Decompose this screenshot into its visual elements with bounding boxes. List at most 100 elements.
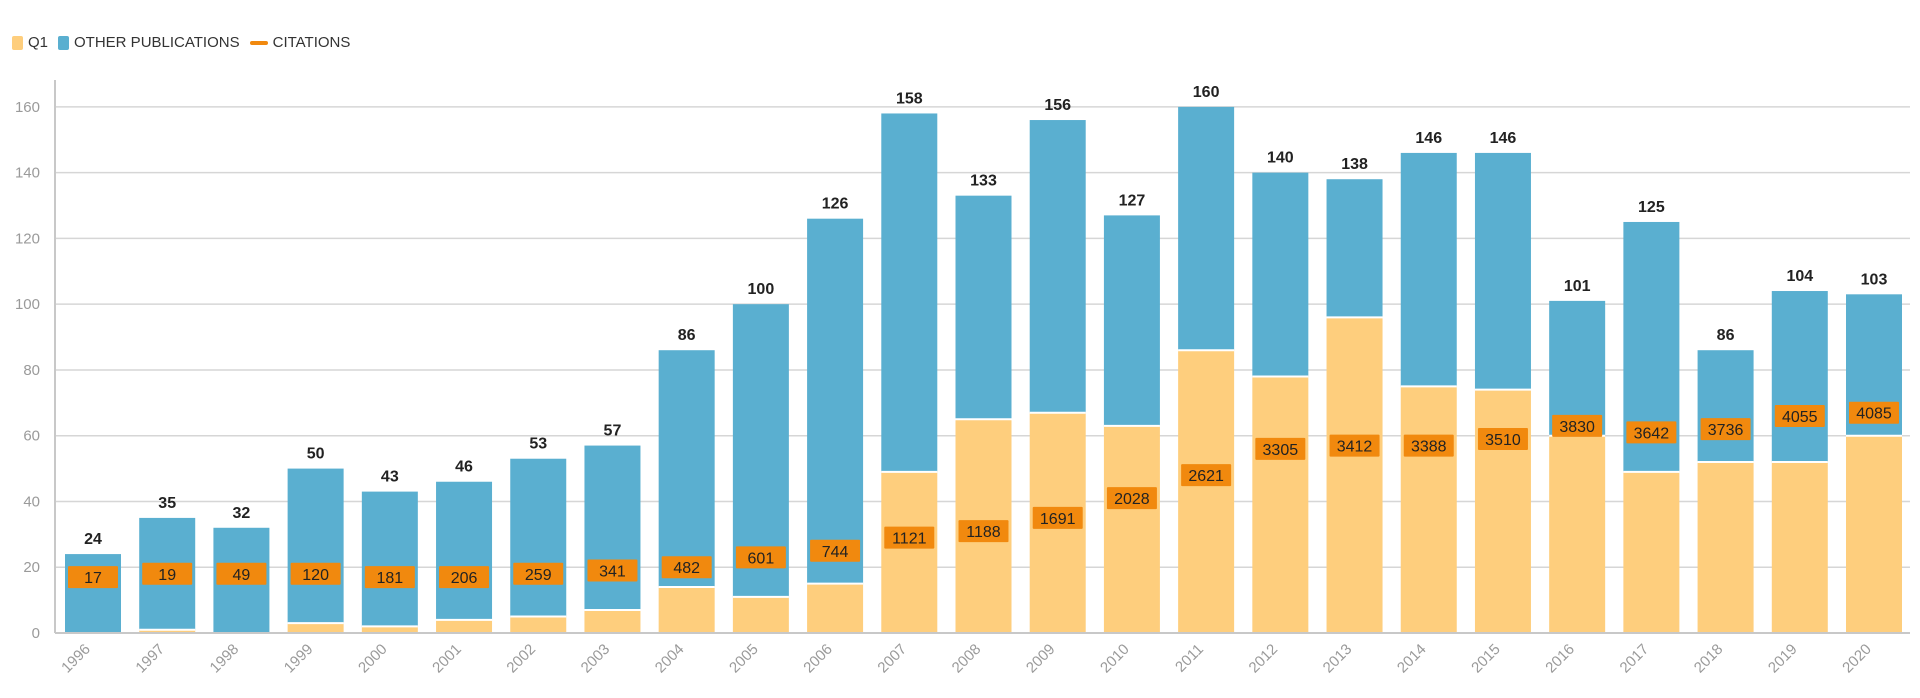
bar-q1-2015	[1474, 389, 1531, 633]
x-tick-label-2006: 2006	[800, 641, 836, 677]
bar-q1-2013	[1326, 317, 1383, 633]
bar-other-1996	[65, 554, 121, 633]
bar-other-2018	[1697, 350, 1754, 463]
bar-q1-1997	[139, 629, 196, 633]
x-tick-label-2002: 2002	[503, 641, 539, 677]
citation-label-1999: 120	[302, 567, 329, 584]
bar-other-2006	[807, 218, 864, 584]
citation-label-1996: 17	[84, 570, 102, 587]
bar-q1-2011	[1178, 350, 1235, 633]
legend: Q1 OTHER PUBLICATIONS CITATIONS	[12, 34, 350, 51]
bar-other-2008	[955, 195, 1012, 420]
citation-marker-2017	[1626, 421, 1677, 444]
total-label-2002: 53	[529, 436, 547, 453]
total-label-2017: 125	[1638, 199, 1665, 216]
total-label-2006: 126	[822, 196, 849, 213]
bar-q1-2012	[1252, 376, 1309, 633]
citation-label-2018: 3736	[1708, 422, 1744, 439]
citation-label-2006: 744	[822, 544, 849, 561]
citation-label-2005: 601	[748, 550, 775, 567]
total-label-2018: 86	[1717, 327, 1735, 344]
x-tick-label-1999: 1999	[281, 641, 317, 677]
total-label-2008: 133	[970, 173, 997, 190]
bar-other-2010	[1103, 215, 1160, 426]
citation-label-2012: 3305	[1263, 442, 1299, 459]
x-tick-label-2017: 2017	[1617, 641, 1653, 677]
legend-item-other[interactable]: OTHER PUBLICATIONS	[58, 34, 240, 51]
citation-marker-2011	[1181, 464, 1232, 487]
total-label-2010: 127	[1119, 192, 1146, 209]
citation-marker-1996	[68, 566, 118, 589]
bar-q1-2018	[1697, 462, 1754, 633]
total-label-2016: 101	[1564, 278, 1591, 295]
x-tick-label-2011: 2011	[1172, 641, 1207, 676]
y-tick-label-140: 140	[15, 165, 40, 182]
x-tick-label-2009: 2009	[1023, 641, 1059, 677]
total-label-2007: 158	[896, 90, 923, 107]
citation-marker-2013	[1329, 434, 1380, 457]
citation-label-2013: 3412	[1337, 439, 1373, 456]
x-tick-label-2004: 2004	[652, 641, 688, 677]
total-label-2004: 86	[678, 327, 696, 344]
citation-marker-2001	[439, 566, 490, 589]
citation-label-2009: 1691	[1040, 511, 1076, 528]
bar-other-2012	[1252, 172, 1309, 377]
x-tick-label-2014: 2014	[1394, 641, 1430, 677]
bar-q1-2003	[584, 609, 641, 633]
x-tick-label-1997: 1997	[132, 641, 168, 677]
bar-q1-2004	[658, 586, 715, 633]
citation-marker-1997	[142, 562, 193, 585]
citation-marker-2019	[1774, 404, 1825, 427]
bar-q1-2019	[1771, 462, 1828, 633]
x-tick-label-2012: 2012	[1246, 641, 1282, 677]
y-tick-label-40: 40	[23, 493, 40, 510]
x-tick-label-2001: 2001	[429, 641, 465, 677]
citation-marker-2014	[1403, 434, 1454, 457]
legend-swatch-citations	[249, 40, 268, 45]
x-tick-label-2000: 2000	[355, 641, 391, 677]
legend-item-q1[interactable]: Q1	[12, 34, 48, 51]
citation-marker-2005	[735, 546, 786, 569]
legend-swatch-q1	[12, 35, 23, 50]
bar-q1-2007	[881, 471, 938, 633]
citation-label-2011: 2621	[1188, 468, 1224, 485]
legend-item-citations[interactable]: CITATIONS	[249, 34, 350, 51]
bar-q1-2016	[1549, 435, 1606, 633]
citation-label-2003: 341	[599, 564, 626, 581]
legend-swatch-other	[58, 35, 70, 50]
bar-other-2019	[1771, 291, 1828, 463]
bar-other-2004	[658, 350, 715, 587]
total-label-1996: 24	[84, 531, 102, 548]
bar-other-2001	[436, 481, 493, 620]
total-label-2000: 43	[381, 469, 399, 486]
total-label-1997: 35	[158, 495, 176, 512]
bar-other-1999	[287, 468, 344, 624]
total-label-2011: 160	[1193, 84, 1220, 101]
total-label-1998: 32	[233, 505, 251, 522]
citation-marker-1999	[290, 562, 341, 585]
bar-other-2016	[1549, 300, 1606, 436]
bar-other-2011	[1178, 106, 1235, 351]
x-tick-label-2020: 2020	[1839, 641, 1875, 677]
bar-q1-2006	[807, 583, 864, 633]
y-tick-label-20: 20	[23, 559, 40, 576]
bar-q1-2014	[1400, 386, 1457, 633]
bar-q1-2005	[732, 596, 789, 633]
bar-q1-2002	[510, 616, 567, 633]
citation-marker-2015	[1477, 427, 1528, 450]
citation-marker-2010	[1106, 487, 1157, 510]
x-tick-label-2003: 2003	[578, 641, 614, 677]
legend-label-other: OTHER PUBLICATIONS	[74, 34, 240, 51]
bar-other-2014	[1400, 152, 1457, 387]
citation-label-2010: 2028	[1114, 491, 1150, 508]
total-label-2003: 57	[604, 423, 622, 440]
citation-label-2004: 482	[673, 560, 700, 577]
citation-marker-2000	[364, 566, 415, 589]
total-label-2019: 104	[1786, 268, 1813, 285]
y-tick-label-160: 160	[15, 99, 40, 116]
citation-marker-2006	[810, 539, 861, 562]
total-label-2001: 46	[455, 459, 473, 476]
bar-other-2009	[1029, 120, 1086, 413]
citation-label-2016: 3830	[1559, 419, 1595, 436]
